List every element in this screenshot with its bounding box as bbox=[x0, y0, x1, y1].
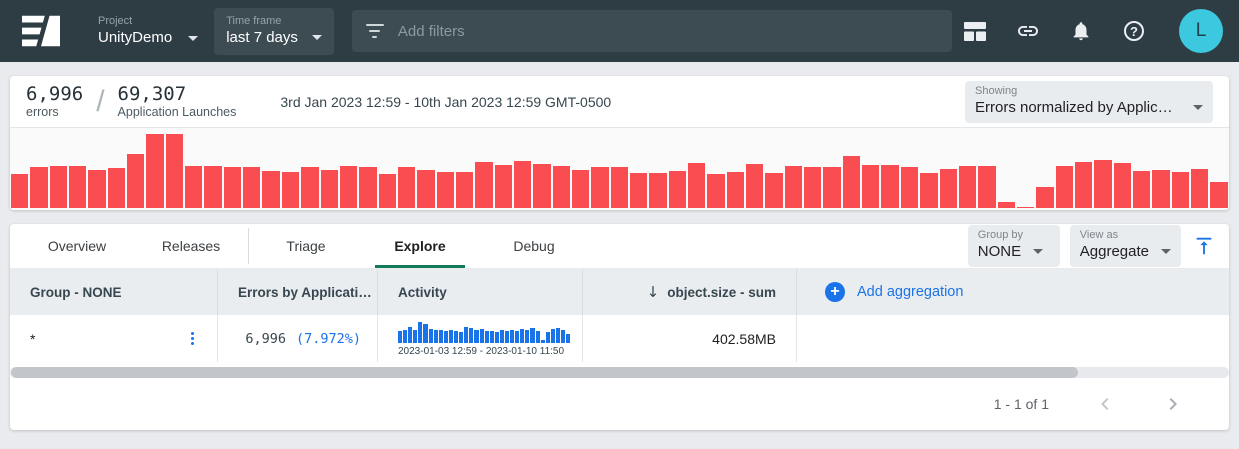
errors-label: errors bbox=[26, 104, 59, 119]
tab-debug[interactable]: Debug bbox=[513, 238, 555, 254]
column-header-add-aggregation: + Add aggregation bbox=[797, 269, 1229, 315]
group-value: * bbox=[30, 330, 36, 347]
activity-cell: 2023-01-03 12:59 - 2023-01-10 11:50 bbox=[378, 315, 583, 362]
link-icon[interactable] bbox=[1016, 19, 1040, 43]
row-errors-percent[interactable]: (7.972%) bbox=[295, 330, 361, 347]
backtrace-logo-icon[interactable] bbox=[18, 12, 64, 50]
errors-histogram[interactable] bbox=[10, 128, 1229, 210]
add-aggregation-button[interactable]: + Add aggregation bbox=[825, 282, 963, 302]
timeframe-label: Time frame bbox=[226, 14, 282, 27]
showing-selector[interactable]: Showing Errors normalized by Applic… bbox=[965, 80, 1213, 123]
tabs-row: Overview Releases Triage Explore Debug G… bbox=[10, 224, 1229, 269]
group-by-label: Group by bbox=[977, 229, 1024, 241]
view-as-label: View as bbox=[1079, 229, 1119, 241]
top-bar: Project UnityDemo Time frame last 7 days bbox=[0, 0, 1239, 62]
dashboard-icon[interactable] bbox=[963, 19, 987, 43]
summary-card: 6,996 errors / 69,307 Application Launch… bbox=[10, 76, 1229, 210]
table-header: Group - NONE Errors by Applicati… Activi… bbox=[10, 269, 1229, 315]
timeframe-selector[interactable]: Time frame last 7 days bbox=[214, 7, 334, 55]
errors-cell: 6,996 (7.972%) bbox=[218, 315, 378, 362]
launches-count: 69,307 bbox=[117, 82, 187, 105]
launches-label: Application Launches bbox=[117, 104, 237, 119]
view-as-value: Aggregate bbox=[1079, 243, 1149, 260]
horizontal-scrollbar-track[interactable] bbox=[10, 367, 1229, 378]
tab-divider bbox=[248, 228, 249, 264]
object-size-value: 402.58MB bbox=[712, 330, 776, 347]
tab-triage[interactable]: Triage bbox=[286, 238, 326, 254]
row-errors-count: 6,996 bbox=[245, 330, 286, 347]
showing-label: Showing bbox=[975, 84, 1018, 97]
chevron-down-icon bbox=[311, 35, 322, 40]
project-label: Project bbox=[98, 15, 133, 27]
empty-cell bbox=[797, 315, 1229, 362]
timeframe-value: last 7 days bbox=[226, 28, 298, 46]
chevron-down-icon bbox=[1033, 249, 1044, 254]
tab-explore[interactable]: Explore bbox=[363, 224, 477, 268]
filter-bar[interactable] bbox=[351, 10, 952, 52]
add-filters-input[interactable] bbox=[397, 22, 938, 40]
help-icon[interactable]: ? bbox=[1122, 19, 1146, 43]
chevron-down-icon bbox=[1193, 104, 1203, 110]
scroll-to-top-icon[interactable] bbox=[1191, 233, 1217, 259]
project-selector[interactable]: Project UnityDemo bbox=[98, 14, 199, 48]
activity-date-range: 2023-01-03 12:59 - 2023-01-10 11:50 bbox=[398, 345, 565, 357]
sort-descending-icon: ↓ bbox=[646, 283, 660, 301]
group-cell: * bbox=[10, 315, 218, 362]
user-avatar[interactable]: L bbox=[1179, 9, 1223, 53]
errors-stat: 6,996 errors bbox=[26, 82, 84, 120]
table-row[interactable]: * 6,996 (7.972%) 2023-01-03 12:59 - 2023… bbox=[10, 315, 1229, 362]
horizontal-scrollbar-thumb[interactable] bbox=[11, 367, 1078, 378]
previous-page-icon[interactable] bbox=[1093, 392, 1117, 416]
project-value: UnityDemo bbox=[98, 29, 173, 46]
date-range-text: 3rd Jan 2023 12:59 - 10th Jan 2023 12:59… bbox=[280, 93, 612, 110]
object-size-cell: 402.58MB bbox=[583, 315, 797, 362]
group-by-selector[interactable]: Group by NONE bbox=[967, 225, 1060, 267]
page-range-text: 1 - 1 of 1 bbox=[993, 396, 1049, 412]
tab-releases[interactable]: Releases bbox=[161, 238, 221, 254]
notifications-bell-icon[interactable] bbox=[1069, 19, 1093, 43]
stats-row: 6,996 errors / 69,307 Application Launch… bbox=[10, 76, 1229, 128]
group-by-value: NONE bbox=[977, 243, 1022, 260]
pagination: 1 - 1 of 1 bbox=[10, 378, 1229, 430]
tab-overview[interactable]: Overview bbox=[47, 238, 107, 254]
errors-count: 6,996 bbox=[26, 82, 84, 105]
column-header-errors[interactable]: Errors by Applicati… bbox=[218, 269, 378, 315]
column-header-group[interactable]: Group - NONE bbox=[10, 269, 218, 315]
plus-icon: + bbox=[825, 282, 845, 302]
showing-value: Errors normalized by Applic… bbox=[975, 98, 1173, 116]
chevron-down-icon bbox=[1161, 249, 1171, 254]
object-size-column-label: object.size - sum bbox=[667, 284, 776, 300]
column-header-activity[interactable]: Activity bbox=[378, 269, 583, 315]
activity-sparkline[interactable] bbox=[398, 321, 571, 343]
next-page-icon[interactable] bbox=[1161, 392, 1185, 416]
stat-divider: / bbox=[96, 84, 105, 118]
row-menu-icon[interactable] bbox=[188, 329, 197, 348]
column-header-object-size[interactable]: ↓ object.size - sum bbox=[583, 269, 797, 315]
launches-stat: 69,307 Application Launches bbox=[117, 82, 237, 120]
add-aggregation-label: Add aggregation bbox=[857, 284, 964, 300]
view-as-selector[interactable]: View as Aggregate bbox=[1069, 225, 1181, 267]
filter-icon bbox=[365, 24, 384, 38]
chevron-down-icon bbox=[188, 35, 199, 41]
explore-card: Overview Releases Triage Explore Debug G… bbox=[10, 224, 1229, 430]
